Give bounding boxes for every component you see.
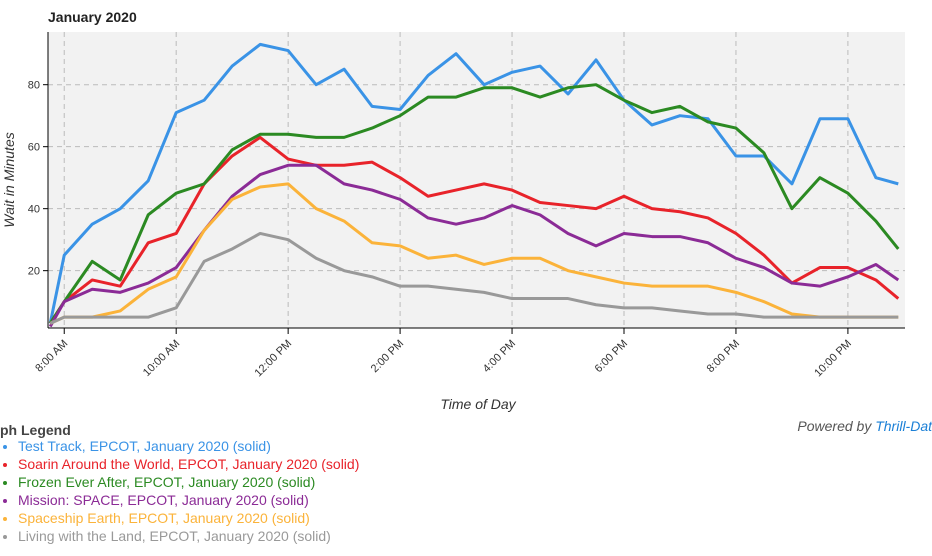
y-tick-label: 60 xyxy=(28,142,40,154)
legend-entry: Living with the Land, EPCOT, January 202… xyxy=(18,527,359,545)
footer: Powered by Thrill-Dat xyxy=(797,418,932,434)
series-line xyxy=(48,83,900,325)
x-tick-label: 10:00 PM xyxy=(812,338,854,380)
footer-text: Powered by xyxy=(797,418,872,434)
chart-title: January 2020 xyxy=(48,9,137,25)
legend-entry: Soarin Around the World, EPCOT, January … xyxy=(18,455,359,473)
footer-link[interactable]: Thrill-Dat xyxy=(875,418,932,434)
series-line xyxy=(48,42,899,324)
x-tick-label: 12:00 PM xyxy=(252,338,294,380)
x-tick-label: 2:00 PM xyxy=(369,338,406,375)
series-line xyxy=(48,135,900,325)
x-tick-label: 8:00 PM xyxy=(705,338,742,375)
x-tick-label: 8:00 AM xyxy=(33,338,70,375)
legend-entry: Test Track, EPCOT, January 2020 (solid) xyxy=(18,437,359,455)
y-tick-label: 20 xyxy=(28,266,40,278)
legend-title: ph Legend xyxy=(0,422,71,438)
series-line xyxy=(49,231,899,325)
y-tick-label: 80 xyxy=(28,80,40,92)
y-tick-label: 40 xyxy=(28,204,40,216)
y-axis-label: Wait in Minutes xyxy=(1,132,17,227)
chart: January 2020 Time of Day Wait in Minutes… xyxy=(1,9,905,412)
legend-entry: Mission: SPACE, EPCOT, January 2020 (sol… xyxy=(18,491,359,509)
x-tick-label: 4:00 PM xyxy=(481,338,518,375)
x-tick-label: 10:00 AM xyxy=(141,338,182,379)
x-tick-label: 6:00 PM xyxy=(593,338,630,375)
legend-entry: Frozen Ever After, EPCOT, January 2020 (… xyxy=(18,473,359,491)
x-axis-label: Time of Day xyxy=(440,396,516,412)
series-line xyxy=(49,182,899,325)
legend-list: Test Track, EPCOT, January 2020 (solid)S… xyxy=(0,437,359,545)
series-line xyxy=(48,163,900,328)
plot-area xyxy=(48,32,905,328)
legend-entry: Spaceship Earth, EPCOT, January 2020 (so… xyxy=(18,509,359,527)
